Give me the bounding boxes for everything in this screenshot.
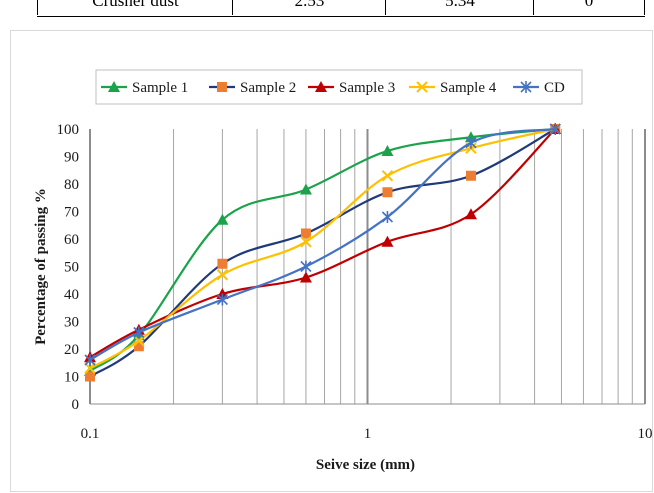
x-tick-label: 10 xyxy=(638,426,653,442)
data-point-cd xyxy=(300,260,312,273)
data-point-cd xyxy=(465,136,477,149)
data-point-sample-1 xyxy=(299,183,312,195)
y-tick-label: 20 xyxy=(64,342,79,358)
y-tick-label: 90 xyxy=(64,150,79,166)
x-axis-title: Seive size (mm) xyxy=(316,457,415,473)
y-tick-label: 10 xyxy=(64,370,79,386)
table-cell-value-1: 2.53 xyxy=(232,0,386,15)
chart-frame xyxy=(10,30,653,492)
data-point-sample-4 xyxy=(300,236,312,248)
data-point-cd xyxy=(381,211,394,223)
data-point-sample-2 xyxy=(217,258,228,269)
legend-marker-cd xyxy=(520,81,532,93)
y-tick-label: 30 xyxy=(64,315,79,331)
legend-label-sample-2: Sample 2 xyxy=(240,80,296,96)
legend-marker-sample-2 xyxy=(217,82,227,92)
data-point-sample-4 xyxy=(216,269,229,281)
data-point-sample-1 xyxy=(381,145,394,156)
series-line-sample-2 xyxy=(89,128,556,378)
y-tick-label: 0 xyxy=(72,397,80,413)
legend-label-sample-3: Sample 3 xyxy=(339,80,395,96)
data-point-sample-2 xyxy=(465,170,476,181)
y-tick-label: 70 xyxy=(64,205,79,221)
y-tick-label: 40 xyxy=(64,287,79,303)
data-point-cd xyxy=(216,293,228,306)
table-cell-value-3: 0 xyxy=(533,0,645,15)
legend-marker-sample-3 xyxy=(315,81,327,92)
data-point-sample-4 xyxy=(84,362,96,374)
data-point-cd xyxy=(549,123,561,135)
legend-label-sample-4: Sample 4 xyxy=(440,80,497,96)
y-tick-label: 60 xyxy=(64,232,79,248)
data-point-sample-2 xyxy=(300,228,311,239)
legend-label-cd: CD xyxy=(544,80,565,96)
legend-marker-sample-4 xyxy=(416,81,428,93)
table-cell-material: Crusher dust xyxy=(37,0,233,15)
y-tick-label: 100 xyxy=(57,122,80,138)
x-tick-label: 0.1 xyxy=(81,426,100,442)
y-axis-title: Percentage of passing % xyxy=(33,188,49,345)
data-point-cd xyxy=(84,354,96,366)
y-tick-label: 50 xyxy=(64,260,79,276)
legend-label-sample-1: Sample 1 xyxy=(132,80,188,96)
legend-marker-sample-1 xyxy=(108,81,120,92)
series-line-sample-4 xyxy=(89,127,556,370)
x-tick-label: 1 xyxy=(364,426,372,442)
data-point-sample-3 xyxy=(464,208,477,220)
table-cell-value-2: 5.34 xyxy=(385,0,534,15)
data-point-sample-1 xyxy=(216,213,229,225)
y-tick-label: 80 xyxy=(64,177,79,193)
data-point-sample-2 xyxy=(85,371,95,382)
data-point-sample-3 xyxy=(299,271,312,283)
series-line-sample-1 xyxy=(89,127,556,372)
data-point-sample-4 xyxy=(133,335,145,347)
data-point-sample-4 xyxy=(381,170,394,182)
legend-box xyxy=(95,69,583,105)
data-point-sample-3 xyxy=(381,235,394,247)
data-point-sample-2 xyxy=(382,187,393,198)
table-fragment: Crusher dust 2.53 5.34 0 xyxy=(37,0,645,17)
data-point-cd xyxy=(133,326,145,339)
data-point-sample-2 xyxy=(133,341,144,352)
